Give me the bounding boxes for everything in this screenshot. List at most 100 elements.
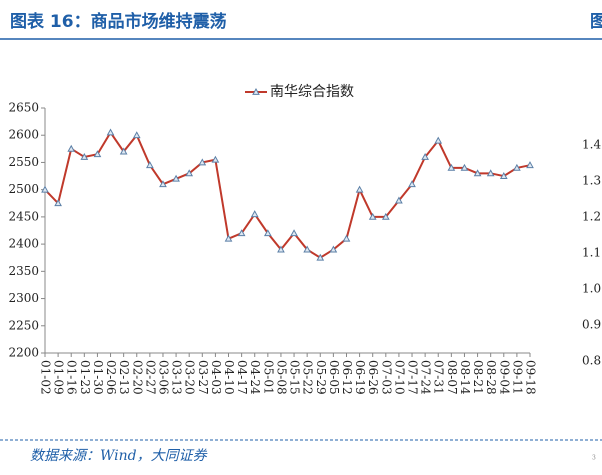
y-tick-label: 2250 (8, 318, 39, 332)
point-marker (316, 253, 325, 261)
x-tick-label: 09-11 (510, 360, 524, 395)
x-tick-label: 05-29 (314, 360, 328, 395)
series-line (44, 130, 531, 259)
footer-source: 数据来源：Wind，大同证券 (30, 448, 208, 464)
point-marker (54, 199, 62, 207)
x-tick-label: 01-16 (65, 360, 79, 395)
legend-label: 南华综合指数 (270, 84, 354, 100)
x-tick-label: 08-14 (458, 360, 472, 395)
x-tick-label: 01-09 (52, 360, 66, 395)
point-marker (460, 163, 469, 171)
legend-marker (252, 87, 260, 95)
edge-label: 图 (590, 12, 602, 32)
x-tick-label: 01-23 (78, 360, 92, 395)
x-tick-label: 07-17 (406, 360, 420, 395)
x-tick-label: 07-31 (432, 360, 446, 395)
point-marker (342, 234, 351, 242)
point-marker (381, 212, 390, 220)
x-tick-label: 03-27 (196, 360, 210, 395)
point-marker (211, 155, 220, 163)
x-tick-label: 08-21 (471, 360, 485, 395)
point-marker (486, 169, 495, 177)
x-tick-label: 03-06 (156, 360, 170, 395)
point-marker (368, 212, 377, 220)
x-tick-label: 01-02 (39, 360, 53, 395)
header-title: 图表 16：商品市场维持震荡 (10, 11, 227, 32)
x-tick-label: 04-17 (235, 360, 249, 395)
point-marker (119, 147, 128, 155)
page-number: 3 (592, 455, 596, 462)
y-tick-label: 2300 (8, 291, 39, 305)
point-marker (93, 150, 102, 158)
cut-axis-label: 1.3 (582, 174, 601, 188)
x-tick-label: 02-13 (117, 360, 131, 395)
x-tick-label: 06-05 (327, 360, 341, 395)
cut-axis-label: 1.1 (582, 246, 601, 260)
point-marker (526, 161, 534, 169)
point-marker (329, 245, 338, 253)
point-marker (447, 163, 456, 171)
point-marker (473, 169, 482, 177)
point-marker (159, 180, 167, 188)
point-marker (185, 169, 194, 177)
y-tick-label: 2650 (8, 101, 39, 115)
x-tick-label: 04-24 (248, 360, 262, 395)
x-tick-label: 03-20 (183, 360, 197, 395)
x-tick-label: 05-08 (274, 360, 288, 395)
y-tick-label: 2200 (8, 346, 39, 360)
y-tick-label: 2350 (8, 264, 39, 278)
x-tick-label: 03-13 (170, 360, 184, 395)
y-tick-label: 2550 (8, 155, 39, 169)
x-tick-label: 07-24 (419, 360, 433, 395)
point-marker (290, 229, 298, 237)
x-tick-label: 02-27 (143, 360, 157, 395)
point-marker (67, 144, 76, 152)
y-tick-label: 2600 (8, 128, 39, 142)
x-tick-label: 08-07 (445, 360, 459, 395)
x-tick-label: 05-01 (261, 360, 275, 395)
point-marker (513, 163, 521, 171)
point-marker (434, 136, 443, 144)
cut-axis-label: 0.8 (582, 354, 601, 368)
point-marker (132, 131, 141, 139)
point-marker (263, 229, 272, 237)
cut-axis-label: 1.4 (582, 138, 601, 152)
x-tick-label: 07-10 (392, 360, 406, 395)
x-tick-label: 02-06 (104, 360, 118, 395)
x-tick-label: 09-18 (524, 360, 538, 395)
point-marker (277, 245, 285, 253)
point-marker (499, 172, 508, 179)
cut-axis-label: 1.2 (582, 210, 601, 224)
x-tick-label: 06-19 (353, 360, 367, 395)
x-tick-label: 07-03 (379, 360, 393, 395)
x-tick-label: 01-30 (91, 360, 105, 395)
point-marker (395, 196, 403, 204)
point-marker (106, 128, 115, 136)
x-tick-label: 02-20 (130, 360, 144, 395)
x-tick-label: 06-26 (366, 360, 380, 395)
y-tick-label: 2500 (8, 182, 39, 196)
point-marker (303, 245, 312, 253)
y-tick-label: 2400 (8, 237, 39, 251)
cut-axis-label: 0.9 (582, 318, 601, 332)
y-tick-label: 2450 (8, 209, 39, 223)
point-marker (146, 161, 154, 169)
point-marker (408, 180, 416, 188)
point-marker (224, 234, 233, 242)
point-marker (41, 185, 49, 193)
x-tick-label: 05-15 (288, 360, 302, 395)
x-tick-label: 04-03 (209, 360, 223, 395)
point-marker (172, 174, 180, 182)
point-marker (250, 210, 259, 218)
x-tick-label: 06-12 (340, 360, 354, 395)
x-tick-label: 08-28 (484, 360, 498, 395)
point-marker (421, 152, 429, 160)
x-tick-label: 04-10 (222, 360, 236, 395)
point-marker (237, 229, 246, 237)
cut-axis-label: 1.0 (582, 282, 601, 296)
point-marker (198, 158, 207, 166)
x-tick-label: 05-22 (301, 360, 315, 395)
point-marker (80, 152, 89, 160)
x-tick-label: 09-04 (497, 360, 511, 395)
